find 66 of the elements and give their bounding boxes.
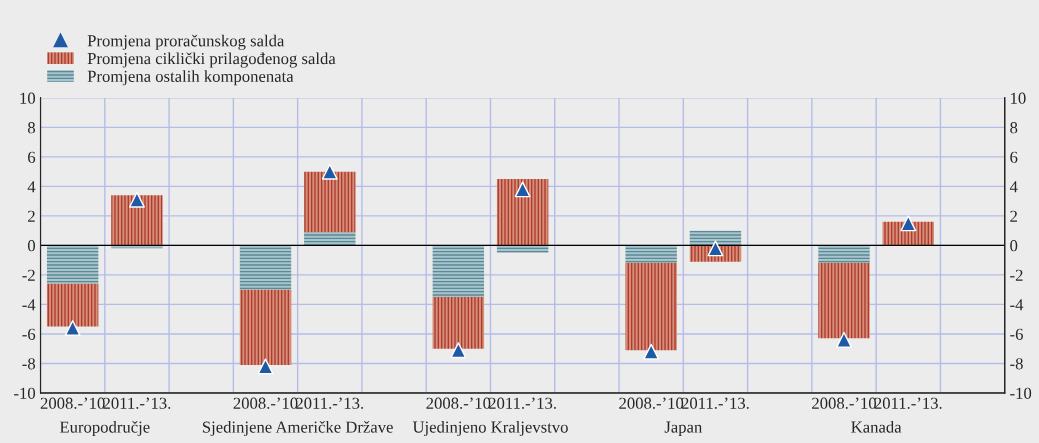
bar xyxy=(625,245,677,264)
y2-tick-label: 8 xyxy=(1010,122,1018,134)
bar xyxy=(689,230,742,246)
x-tick-label: 2011.-’13. xyxy=(681,397,749,409)
text: Sjedinjene Američke Države xyxy=(202,420,393,437)
y-tick-label: 4 xyxy=(27,181,36,193)
y-tick-label: 6 xyxy=(28,151,36,163)
legend-label: Promjena ciklički prilagođenog salda xyxy=(87,52,336,68)
text: Ujedinjeno Kraljevstvo xyxy=(412,420,568,437)
y2-tick-label: -6 xyxy=(1010,328,1023,340)
text: Japan xyxy=(664,421,703,437)
bar xyxy=(111,195,163,246)
text: Kanada xyxy=(851,420,902,433)
bar xyxy=(432,245,485,298)
legend-label: Promjena proračunskog salda xyxy=(87,34,285,50)
y-tick-label: -8 xyxy=(22,358,36,370)
x-tick-label: 2008.-’10 xyxy=(426,397,491,409)
y2-tick-label: 10 xyxy=(1011,92,1026,104)
y2-tick-label: -8 xyxy=(1010,358,1023,370)
y2-tick-label: 2 xyxy=(1010,210,1017,222)
bar xyxy=(46,283,99,327)
x-tick-label: 2011.-’13. xyxy=(296,397,364,409)
text: Europodručje xyxy=(59,420,150,437)
y-tick-label: -6 xyxy=(22,328,36,340)
point xyxy=(643,343,660,360)
y-tick-label: 2 xyxy=(28,210,35,222)
x-tick-label: 2008.-’10 xyxy=(233,397,298,409)
y-tick-label: 8 xyxy=(27,122,36,134)
point xyxy=(257,358,274,375)
y2-tick-label: -2 xyxy=(1010,269,1023,281)
y2-tick-label: 4 xyxy=(1009,181,1018,193)
point xyxy=(321,163,338,180)
x-tick-label: 2008.-’10 xyxy=(40,397,105,409)
y2-tick-label: 6 xyxy=(1010,151,1018,163)
point xyxy=(64,320,81,337)
point xyxy=(836,331,852,348)
y2-tick-label: -10 xyxy=(1010,387,1032,399)
bar xyxy=(239,245,292,290)
bar xyxy=(304,232,356,246)
x-tick-label: 2008.-’10 xyxy=(619,397,684,409)
y-tick-label: -2 xyxy=(22,269,35,281)
bar xyxy=(239,289,292,365)
bar xyxy=(496,245,549,253)
point xyxy=(900,215,917,232)
x-tick-label: 2008.-’10 xyxy=(812,397,877,409)
x-tick-label: 2011.-’13. xyxy=(874,397,942,409)
point xyxy=(707,240,724,257)
bar xyxy=(46,245,99,284)
y-tick-label: 0 xyxy=(27,240,36,252)
y-tick-label: -4 xyxy=(22,299,36,311)
bar xyxy=(625,263,677,351)
y-tick-label: 10 xyxy=(20,92,36,104)
point xyxy=(450,342,467,359)
y2-tick-label: 0 xyxy=(1010,240,1018,252)
bar xyxy=(304,171,356,233)
bar xyxy=(496,179,549,246)
bar xyxy=(432,297,485,349)
point xyxy=(128,191,145,208)
bar xyxy=(818,263,870,339)
bar xyxy=(818,245,870,264)
point xyxy=(514,181,531,198)
y2-tick-label: -4 xyxy=(1010,299,1024,311)
x-tick-label: 2011.-’13. xyxy=(103,397,171,409)
legend-label: Promjena ostalih komponenata xyxy=(87,70,294,86)
y-tick-label: -10 xyxy=(14,387,36,399)
x-tick-label: 2011.-’13. xyxy=(488,397,556,409)
